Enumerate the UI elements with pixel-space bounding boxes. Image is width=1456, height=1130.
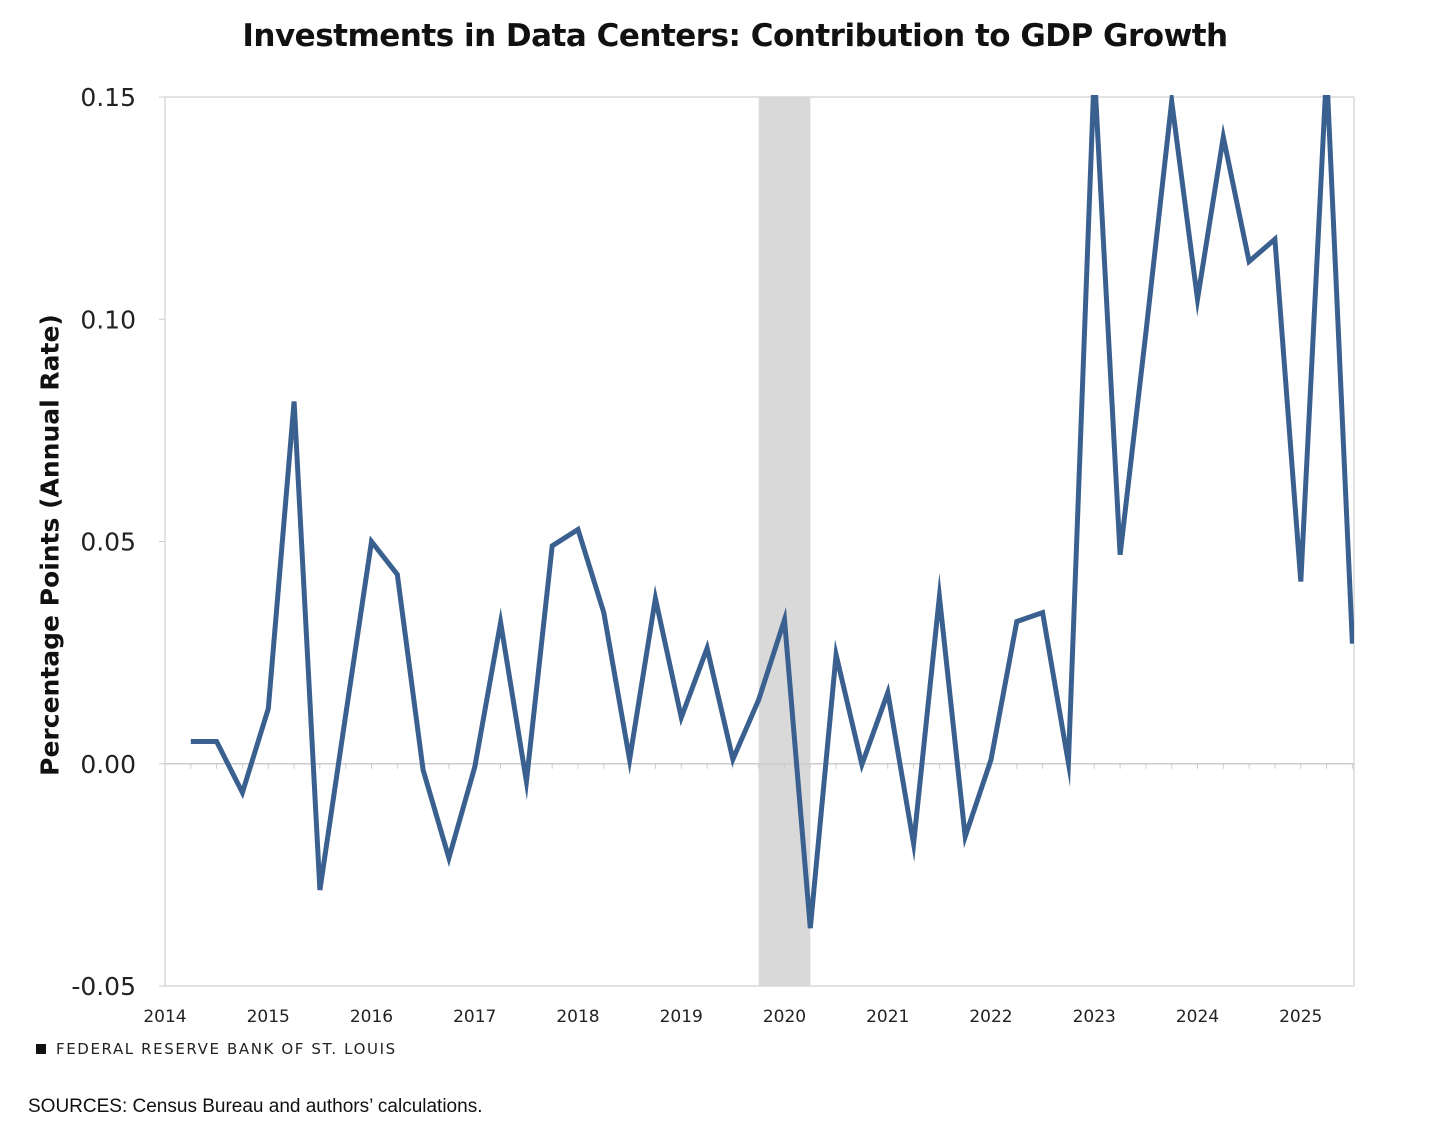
brand-square-icon [36, 1044, 46, 1054]
x-tick-label: 2021 [866, 1007, 909, 1027]
source-note: SOURCES: Census Bureau and authors’ calc… [28, 1096, 483, 1117]
x-tick-label: 2015 [247, 1007, 290, 1027]
x-tick-label: 2024 [1176, 1007, 1219, 1027]
chart-title: Investments in Data Centers: Contributio… [242, 18, 1228, 54]
x-tick-label: 2025 [1279, 1007, 1322, 1027]
x-tick-label: 2020 [763, 1007, 806, 1027]
y-tick-label: -0.05 [71, 972, 136, 1001]
x-tick-label: 2016 [350, 1007, 393, 1027]
brand-text: FEDERAL RESERVE BANK OF ST. LOUIS [56, 1040, 397, 1058]
x-tick-label: 2014 [143, 1007, 186, 1027]
x-tick-label: 2018 [556, 1007, 599, 1027]
y-tick-label: 0.15 [80, 83, 136, 112]
brand-footer: FEDERAL RESERVE BANK OF ST. LOUIS [36, 1040, 397, 1058]
x-tick-label: 2019 [660, 1007, 703, 1027]
series-line [190, 95, 1354, 929]
y-tick-label: 0.10 [80, 305, 136, 334]
y-tick-label: 0.05 [80, 528, 136, 557]
y-tick-label: 0.00 [80, 750, 136, 779]
x-tick-label: 2022 [969, 1007, 1012, 1027]
x-tick-label: 2017 [453, 1007, 496, 1027]
x-tick-label: 2023 [1073, 1007, 1116, 1027]
